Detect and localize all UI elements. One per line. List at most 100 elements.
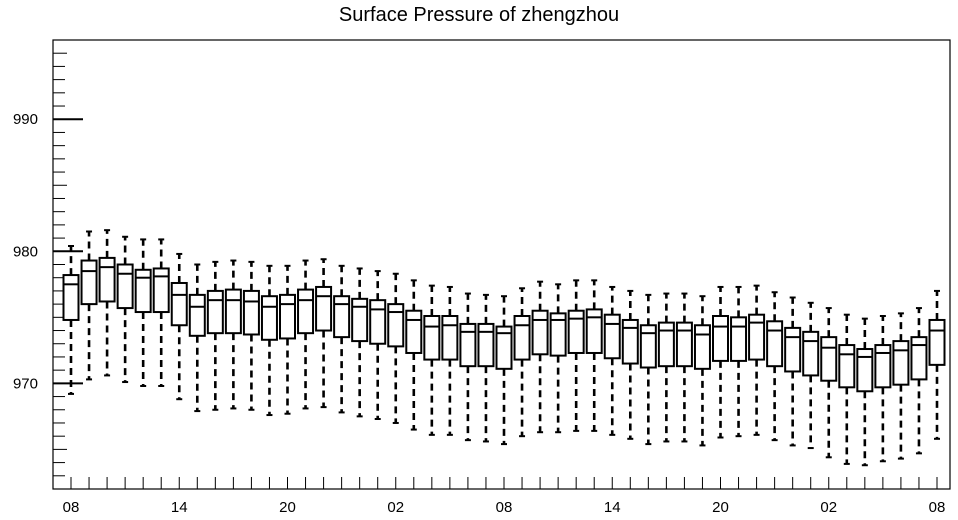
- box-body: [621, 318, 639, 365]
- box: [603, 285, 621, 436]
- box-body: [98, 256, 116, 303]
- box: [441, 285, 459, 436]
- box-body: [712, 315, 729, 362]
- box-body: [80, 259, 98, 306]
- box-body: [242, 289, 260, 336]
- box: [477, 293, 495, 443]
- box: [387, 272, 405, 424]
- x-tick-label: 20: [279, 499, 296, 516]
- box: [134, 238, 152, 387]
- x-tick-label: 14: [171, 499, 188, 516]
- y-tick-label: 990: [13, 111, 38, 128]
- box: [784, 296, 802, 447]
- x-tick-label: 02: [387, 499, 404, 516]
- box: [260, 264, 278, 417]
- box: [279, 264, 296, 415]
- box: [730, 285, 748, 438]
- box-body: [675, 321, 693, 368]
- box: [369, 270, 387, 421]
- box: [838, 313, 856, 465]
- box-body: [693, 324, 711, 370]
- box-body: [639, 324, 657, 369]
- box-body: [279, 293, 296, 340]
- y-axis: 970 980 990: [13, 39, 83, 490]
- box: [549, 283, 567, 434]
- box-body: [730, 316, 748, 362]
- box-body: [134, 268, 152, 314]
- box: [206, 260, 224, 411]
- box-body: [766, 320, 784, 368]
- box: [459, 292, 477, 442]
- box-body: [531, 309, 549, 356]
- box-body: [206, 289, 224, 335]
- box: [856, 317, 874, 467]
- box-body: [784, 326, 802, 373]
- box: [675, 292, 693, 443]
- box-body: [603, 313, 621, 360]
- box-body: [297, 288, 315, 335]
- box: [152, 238, 170, 387]
- box: [567, 279, 585, 432]
- box: [585, 279, 603, 432]
- box: [621, 289, 639, 440]
- box: [351, 267, 369, 418]
- box-body: [224, 288, 242, 335]
- box: [802, 301, 820, 450]
- box-body: [567, 309, 585, 354]
- box: [712, 285, 729, 439]
- box: [766, 291, 784, 442]
- x-tick-label: 08: [63, 499, 80, 516]
- box: [495, 295, 513, 446]
- y-tick-label: 970: [13, 375, 38, 392]
- box-body: [892, 340, 910, 386]
- box: [657, 292, 675, 443]
- box-body: [459, 322, 477, 368]
- box-body: [585, 308, 603, 354]
- box-body: [802, 330, 820, 377]
- box-body: [170, 281, 188, 327]
- box-body: [333, 295, 351, 339]
- x-tick-label: 20: [712, 499, 729, 516]
- box: [62, 245, 80, 395]
- box-body: [152, 267, 170, 314]
- box: [423, 284, 441, 436]
- box: [874, 315, 892, 463]
- box-body: [928, 318, 946, 366]
- x-axis: 08 14 20 02 08 14 20 02 08: [63, 477, 946, 516]
- box-body: [369, 299, 387, 345]
- box: [315, 258, 333, 409]
- x-tick-label: 02: [820, 499, 837, 516]
- box: [639, 293, 657, 446]
- box: [910, 307, 928, 455]
- box: [333, 264, 351, 414]
- box-series: [62, 229, 946, 467]
- box-body: [657, 321, 675, 368]
- box-body: [188, 293, 206, 337]
- box: [820, 307, 838, 459]
- box-body: [874, 344, 892, 389]
- x-tick-label: 08: [929, 499, 946, 516]
- x-tick-label: 08: [496, 499, 513, 516]
- box: [405, 279, 423, 431]
- box-body: [62, 274, 80, 321]
- box: [928, 289, 946, 440]
- box-body: [820, 336, 838, 382]
- box: [170, 252, 188, 401]
- box: [98, 229, 116, 377]
- box-body: [405, 309, 423, 354]
- box-body: [477, 322, 495, 368]
- box-body: [495, 325, 513, 370]
- box-body: [423, 315, 441, 361]
- box: [531, 280, 549, 434]
- box-body: [351, 297, 369, 343]
- box-body: [856, 348, 874, 393]
- box: [188, 263, 206, 413]
- box-body: [441, 315, 459, 361]
- chart-title: Surface Pressure of zhengzhou: [338, 4, 620, 26]
- box-body: [513, 315, 531, 361]
- box-body: [549, 312, 567, 357]
- box: [116, 235, 134, 384]
- box-body: [387, 303, 405, 348]
- box: [297, 259, 315, 410]
